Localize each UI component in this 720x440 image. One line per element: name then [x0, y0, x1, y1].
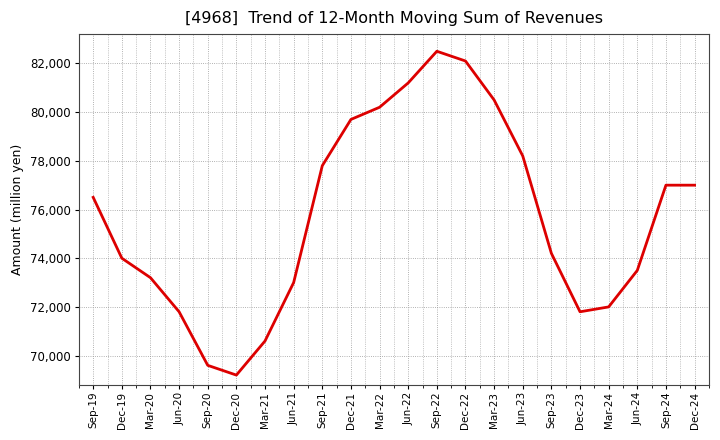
- Y-axis label: Amount (million yen): Amount (million yen): [11, 144, 24, 275]
- Title: [4968]  Trend of 12-Month Moving Sum of Revenues: [4968] Trend of 12-Month Moving Sum of R…: [185, 11, 603, 26]
